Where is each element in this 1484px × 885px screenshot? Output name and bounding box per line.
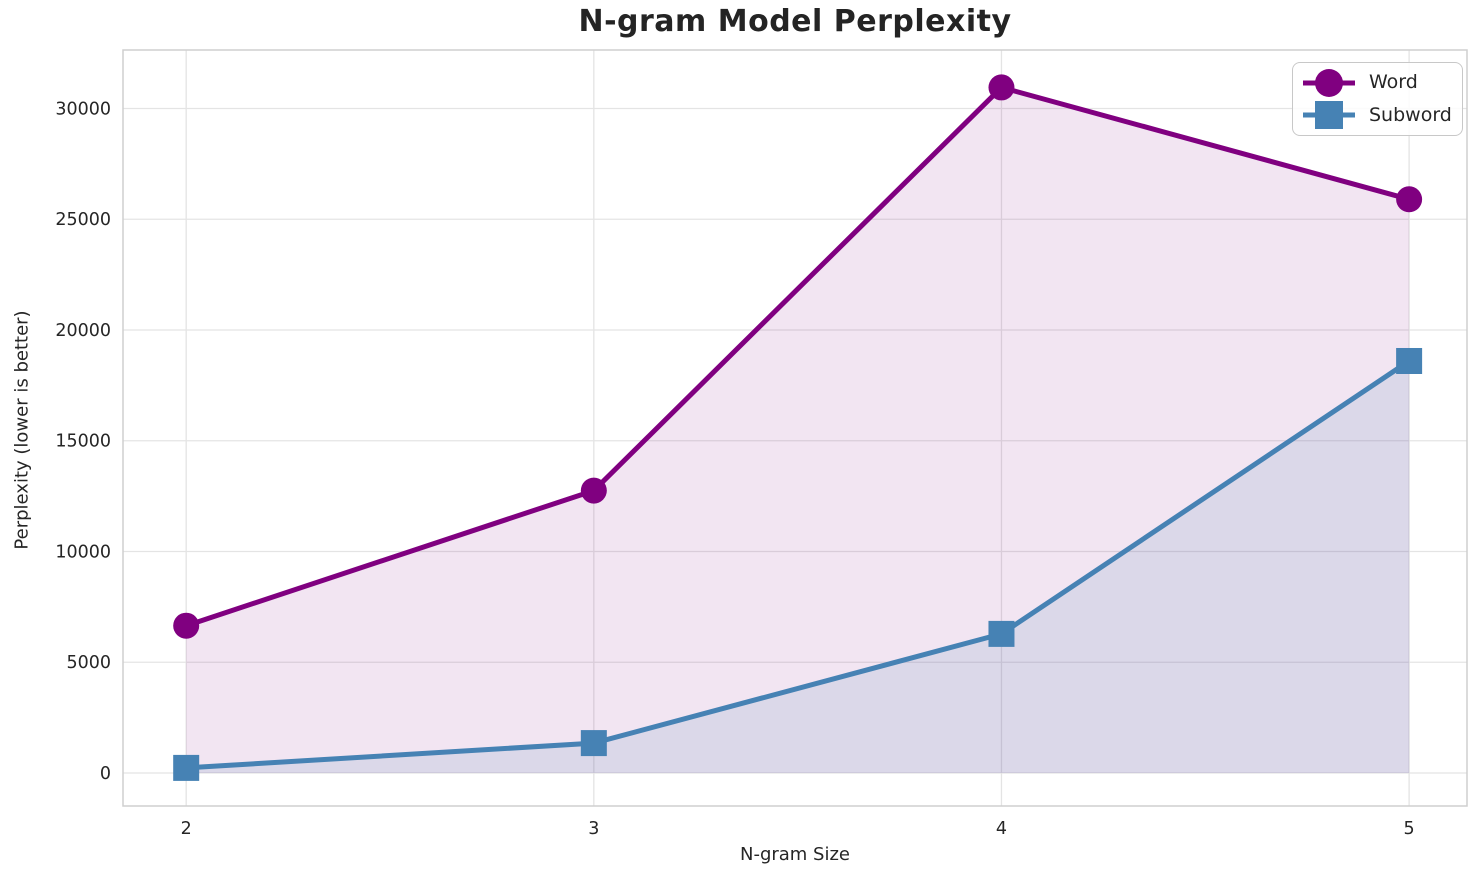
y-tick-label: 15000: [55, 432, 111, 452]
y-axis-label: Perplexity (lower is better): [11, 310, 33, 550]
series-markers-word: [173, 74, 1423, 639]
area-fill-word: [186, 87, 1410, 773]
tick-labels: 0 5000 10000 15000 20000 25000 30000 2 3 4 5: [55, 99, 1414, 839]
y-tick-label: 10000: [55, 542, 111, 562]
legend-item-label: Subword: [1369, 103, 1452, 126]
legend-item-label: Word: [1369, 71, 1418, 94]
chart-title: N-gram Model Perplexity: [578, 4, 1012, 39]
legend-item-subword: Subword: [1301, 99, 1454, 131]
y-tick-label: 30000: [55, 99, 111, 119]
series-markers-subword: [173, 347, 1423, 781]
legend: Word Subword: [1292, 62, 1463, 136]
y-tick-label: 5000: [66, 653, 111, 673]
y-tick-label: 0: [100, 764, 111, 784]
subword-line-square-marker-icon: [1303, 101, 1355, 130]
series-line-subword: [183, 358, 1412, 771]
area-fill-subword: [186, 360, 1410, 773]
gridlines: [123, 50, 1467, 806]
y-tick-label: 20000: [55, 321, 111, 341]
x-tick-label: 5: [1404, 819, 1415, 839]
y-tick-label: 25000: [55, 210, 111, 230]
plot-frame: [122, 49, 1468, 807]
legend-item-word: Word: [1301, 67, 1454, 99]
x-tick-label: 2: [181, 819, 192, 839]
word-line-circle-marker-icon: [1303, 68, 1355, 97]
series-line-word: [183, 84, 1412, 629]
x-axis-label: N-gram Size: [739, 844, 851, 865]
x-tick-label: 4: [996, 819, 1007, 839]
x-tick-label: 3: [588, 819, 599, 839]
